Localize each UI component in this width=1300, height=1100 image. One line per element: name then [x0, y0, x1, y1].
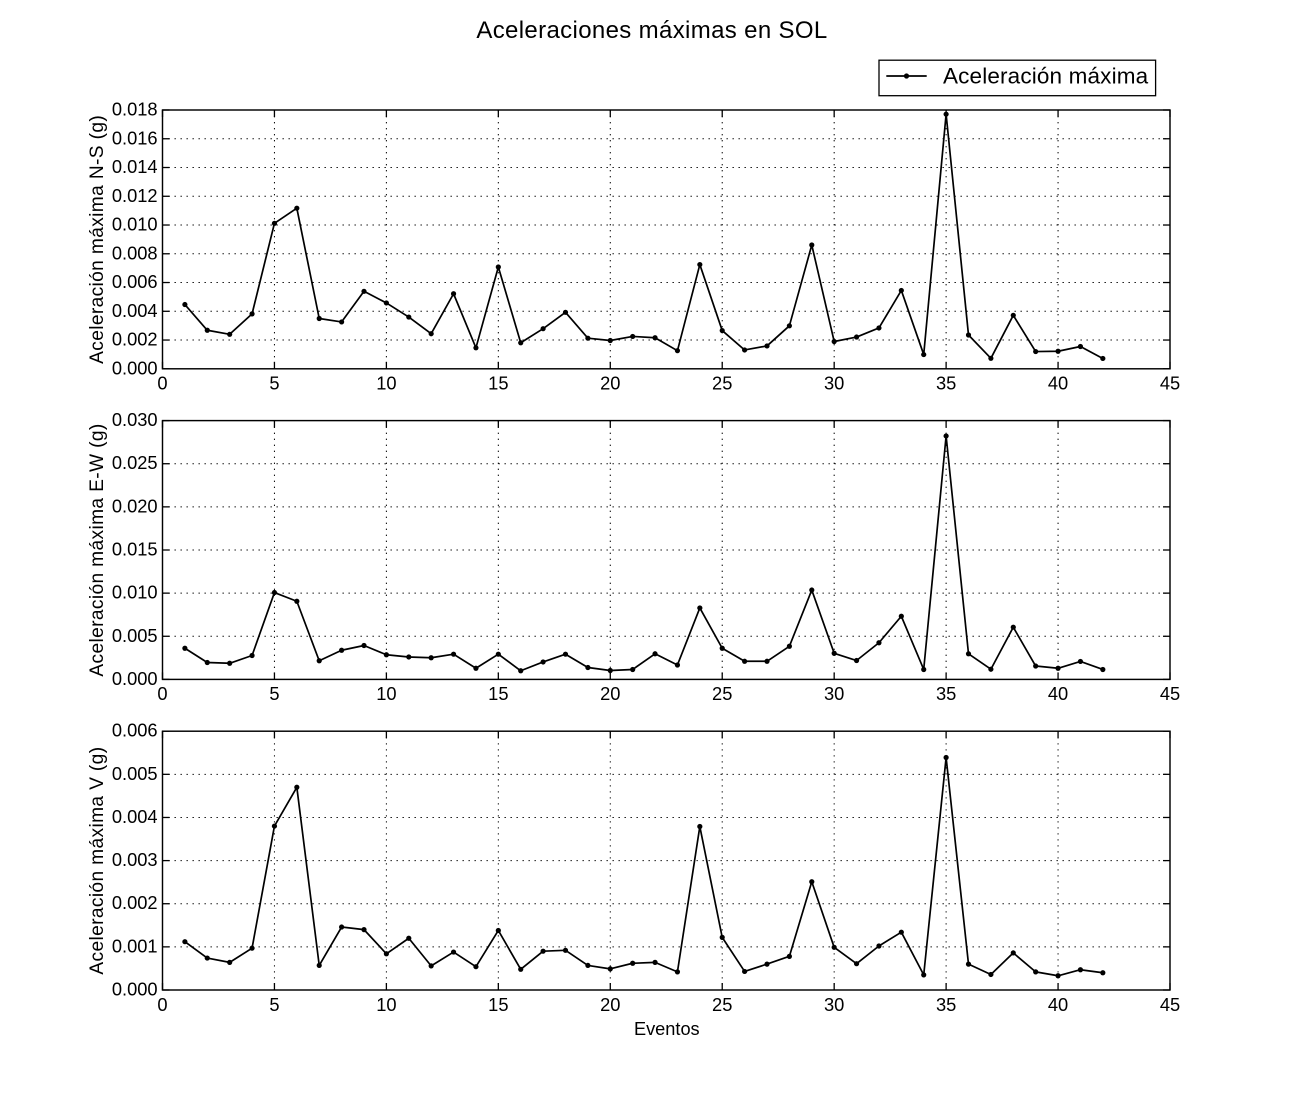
- svg-text:25: 25: [712, 683, 732, 704]
- svg-text:10: 10: [376, 373, 396, 394]
- svg-text:20: 20: [600, 373, 620, 394]
- svg-text:40: 40: [1048, 994, 1068, 1015]
- svg-text:0.010: 0.010: [112, 214, 158, 235]
- svg-text:15: 15: [488, 373, 508, 394]
- svg-text:30: 30: [824, 373, 844, 394]
- svg-text:0.025: 0.025: [112, 452, 158, 473]
- svg-text:0.005: 0.005: [112, 625, 158, 646]
- svg-text:0.004: 0.004: [112, 300, 158, 321]
- svg-text:30: 30: [824, 683, 844, 704]
- svg-text:15: 15: [488, 683, 508, 704]
- svg-text:0.014: 0.014: [112, 156, 158, 177]
- svg-text:Aceleración máxima E-W (g): Aceleración máxima E-W (g): [87, 423, 108, 676]
- svg-text:Aceleración máxima N-S (g): Aceleración máxima N-S (g): [87, 115, 108, 364]
- svg-text:0.006: 0.006: [112, 271, 158, 292]
- svg-text:5: 5: [269, 683, 279, 704]
- svg-text:5: 5: [269, 994, 279, 1015]
- svg-text:30: 30: [824, 994, 844, 1015]
- svg-text:Aceleraciones máximas en SOL: Aceleraciones máximas en SOL: [476, 17, 827, 44]
- svg-text:20: 20: [600, 994, 620, 1015]
- svg-text:0.030: 0.030: [112, 409, 158, 430]
- svg-text:10: 10: [376, 683, 396, 704]
- svg-text:35: 35: [936, 994, 956, 1015]
- svg-text:0: 0: [157, 373, 167, 394]
- svg-text:0.000: 0.000: [112, 668, 158, 689]
- svg-text:35: 35: [936, 683, 956, 704]
- svg-text:20: 20: [600, 683, 620, 704]
- svg-text:0.000: 0.000: [112, 979, 158, 1000]
- svg-text:40: 40: [1048, 373, 1068, 394]
- svg-text:10: 10: [376, 994, 396, 1015]
- svg-text:0.018: 0.018: [112, 99, 158, 120]
- svg-text:15: 15: [488, 994, 508, 1015]
- svg-text:Aceleración máxima V (g): Aceleración máxima V (g): [87, 747, 108, 975]
- svg-text:0: 0: [157, 683, 167, 704]
- svg-text:0.016: 0.016: [112, 127, 158, 148]
- svg-text:0.002: 0.002: [112, 329, 158, 350]
- svg-text:5: 5: [269, 373, 279, 394]
- svg-text:0.006: 0.006: [112, 720, 158, 741]
- svg-text:45: 45: [1160, 994, 1180, 1015]
- svg-text:Aceleración máxima: Aceleración máxima: [943, 63, 1149, 88]
- svg-text:Eventos: Eventos: [634, 1019, 700, 1039]
- svg-text:0.001: 0.001: [112, 935, 158, 956]
- svg-text:0.012: 0.012: [112, 185, 158, 206]
- svg-text:45: 45: [1160, 683, 1180, 704]
- svg-text:0.005: 0.005: [112, 763, 158, 784]
- svg-text:0.000: 0.000: [112, 357, 158, 378]
- svg-text:35: 35: [936, 373, 956, 394]
- svg-text:25: 25: [712, 373, 732, 394]
- svg-text:0.003: 0.003: [112, 849, 158, 870]
- svg-text:45: 45: [1160, 373, 1180, 394]
- svg-text:40: 40: [1048, 683, 1068, 704]
- svg-text:25: 25: [712, 994, 732, 1015]
- svg-text:0: 0: [157, 994, 167, 1015]
- svg-text:0.020: 0.020: [112, 495, 158, 516]
- svg-text:0.002: 0.002: [112, 892, 158, 913]
- svg-text:0.008: 0.008: [112, 242, 158, 263]
- svg-text:0.015: 0.015: [112, 539, 158, 560]
- svg-text:0.010: 0.010: [112, 582, 158, 603]
- svg-text:0.004: 0.004: [112, 806, 158, 827]
